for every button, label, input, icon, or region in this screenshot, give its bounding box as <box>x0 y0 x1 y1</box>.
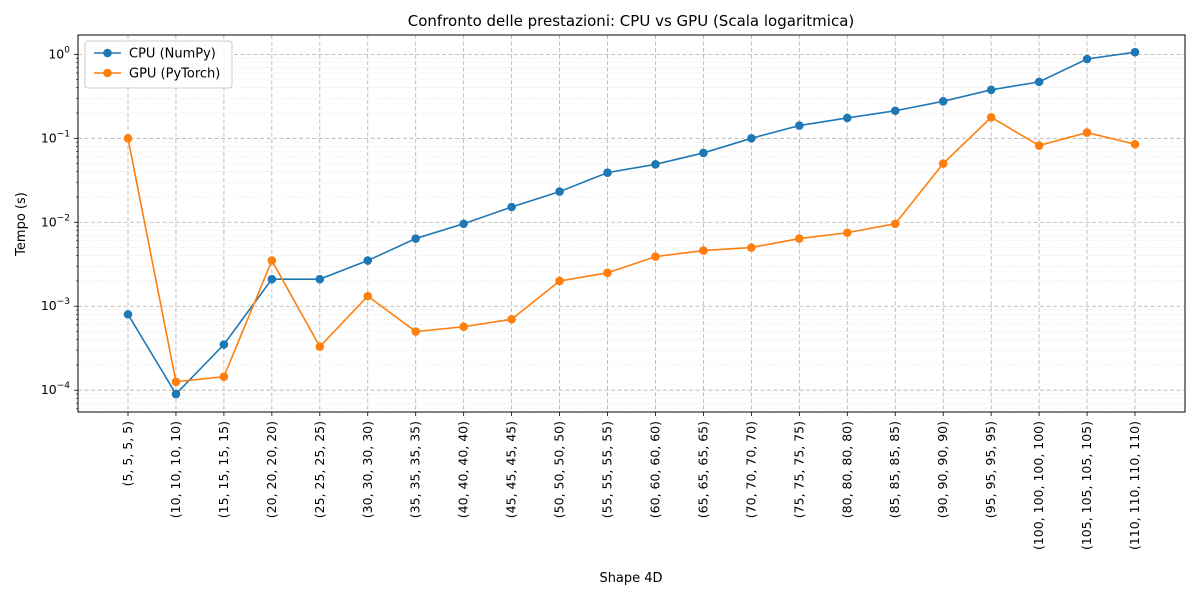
data-point-1 <box>1130 139 1140 149</box>
data-point-1 <box>1034 141 1044 150</box>
data-point-0 <box>1130 47 1140 57</box>
data-point-1 <box>699 246 708 255</box>
legend-label-1: GPU (PyTorch) <box>129 67 220 82</box>
data-point-0 <box>267 274 277 284</box>
y-tick-label: 10−2 <box>41 213 70 229</box>
grid-lines <box>78 35 1185 412</box>
x-tick-label: (105, 105, 105, 105) <box>1079 421 1094 550</box>
data-point-0 <box>986 85 996 95</box>
x-tick-label: (110, 110, 110, 110) <box>1127 421 1142 550</box>
data-point-0 <box>795 121 804 130</box>
x-tick-label: (60, 60, 60, 60) <box>647 421 662 518</box>
data-point-1 <box>171 377 181 387</box>
x-tick-label: (5, 5, 5, 5) <box>120 421 135 486</box>
x-tick-label: (40, 40, 40, 40) <box>456 421 471 518</box>
series-line-0 <box>127 51 1136 396</box>
y-tick-label: 10−4 <box>41 381 70 397</box>
x-tick-label: (20, 20, 20, 20) <box>264 421 279 518</box>
legend-marker-1 <box>103 68 112 78</box>
series-layer <box>123 47 1140 399</box>
legend: CPU (NumPy) GPU (PyTorch) <box>84 40 233 89</box>
data-point-1 <box>555 276 564 286</box>
y-axis-label: Tempo (s) <box>14 192 29 257</box>
data-point-1 <box>986 112 996 122</box>
data-point-0 <box>555 187 564 196</box>
chart-title: Confronto delle prestazioni: CPU vs GPU … <box>408 12 854 30</box>
data-point-1 <box>1082 128 1092 137</box>
x-tick-label: (25, 25, 25, 25) <box>312 421 327 518</box>
x-tick-label: (35, 35, 35, 35) <box>408 421 423 518</box>
data-point-1 <box>507 314 516 324</box>
data-point-0 <box>938 96 948 106</box>
legend-marker-0 <box>103 48 112 58</box>
plot-frame <box>77 34 1186 413</box>
x-tick-label: (90, 90, 90, 90) <box>935 421 950 518</box>
x-tick-label: (75, 75, 75, 75) <box>791 421 806 518</box>
data-point-1 <box>219 372 229 381</box>
x-axis: (5, 5, 5, 5) (10, 10, 10, 10) (15, 15, 15,… <box>120 412 1142 550</box>
x-tick-label: (80, 80, 80, 80) <box>839 421 854 518</box>
x-tick-label: (95, 95, 95, 95) <box>983 421 998 518</box>
legend-box <box>84 40 233 89</box>
data-point-1 <box>411 327 421 336</box>
data-point-0 <box>315 274 325 284</box>
data-point-0 <box>411 234 421 243</box>
data-point-0 <box>1082 54 1092 64</box>
x-tick-label: (30, 30, 30, 30) <box>360 421 375 518</box>
data-point-1 <box>842 228 852 238</box>
data-point-1 <box>890 219 900 229</box>
data-point-0 <box>459 219 468 229</box>
x-tick-label: (45, 45, 45, 45) <box>504 421 519 518</box>
data-point-1 <box>459 322 468 332</box>
data-point-0 <box>363 256 373 265</box>
data-point-1 <box>315 342 325 351</box>
data-point-1 <box>651 252 660 261</box>
x-tick-label: (10, 10, 10, 10) <box>168 421 183 518</box>
x-tick-label: (65, 65, 65, 65) <box>695 421 710 518</box>
data-point-0 <box>1034 77 1044 87</box>
data-point-0 <box>123 310 133 319</box>
data-point-1 <box>938 159 948 168</box>
data-point-1 <box>747 243 756 252</box>
data-point-0 <box>699 148 708 158</box>
data-point-0 <box>842 113 852 123</box>
data-point-0 <box>651 160 660 169</box>
x-tick-label: (70, 70, 70, 70) <box>743 421 758 518</box>
data-point-0 <box>219 340 229 349</box>
x-tick-label: (50, 50, 50, 50) <box>552 421 567 518</box>
y-axis: 10−4 10−3 10−2 10−1 100 <box>41 45 78 410</box>
series-line-1 <box>127 116 1136 383</box>
data-point-1 <box>795 234 804 243</box>
data-point-0 <box>890 106 900 116</box>
data-point-0 <box>747 134 756 143</box>
x-tick-label: (85, 85, 85, 85) <box>887 421 902 518</box>
x-tick-label: (55, 55, 55, 55) <box>600 421 615 518</box>
data-point-1 <box>123 134 133 143</box>
y-tick-label: 10−1 <box>41 129 70 145</box>
x-tick-label: (15, 15, 15, 15) <box>216 421 231 518</box>
x-axis-label: Shape 4D <box>599 571 662 586</box>
data-point-0 <box>171 389 181 399</box>
legend-label-0: CPU (NumPy) <box>129 47 216 62</box>
data-point-1 <box>267 256 277 265</box>
x-tick-label: (100, 100, 100, 100) <box>1031 421 1046 550</box>
data-point-0 <box>603 168 612 177</box>
data-point-1 <box>603 268 612 278</box>
y-tick-label: 100 <box>48 45 70 61</box>
data-point-1 <box>363 291 373 301</box>
data-point-0 <box>507 202 516 212</box>
y-tick-label: 10−3 <box>41 297 70 313</box>
